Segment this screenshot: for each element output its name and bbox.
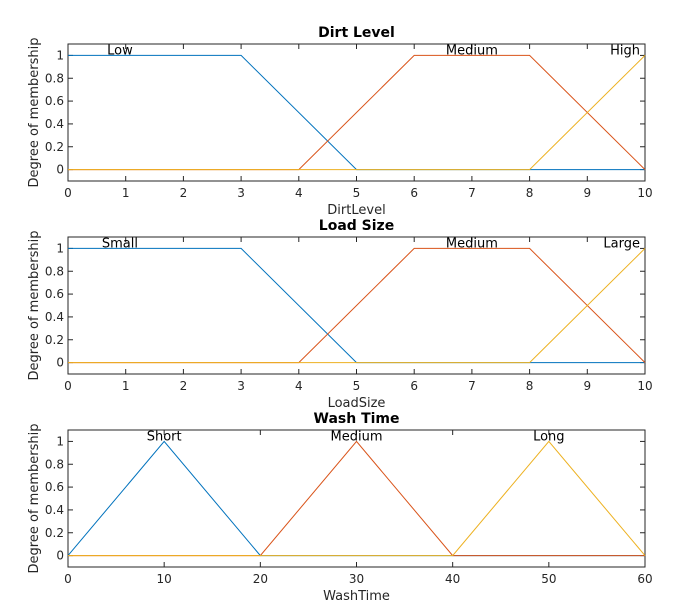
y-tick-label: 0.2: [45, 140, 64, 154]
membership-label: Long: [533, 429, 564, 444]
y-tick-label: 0.6: [45, 94, 64, 108]
x-tick-label: 4: [295, 186, 303, 200]
x-tick-label: 7: [468, 186, 476, 200]
y-tick-label: 0: [56, 356, 64, 370]
y-tick-label: 0.2: [45, 333, 64, 347]
y-tick-label: 0.6: [45, 480, 64, 494]
x-tick-label: 30: [349, 572, 364, 586]
series-line: [68, 248, 646, 364]
x-tick-label: 10: [157, 572, 172, 586]
y-tick-label: 1: [56, 241, 64, 255]
x-tick-label: 50: [541, 572, 556, 586]
membership-label: Medium: [446, 236, 498, 251]
x-tick-label: 6: [410, 379, 418, 393]
series-line: [68, 55, 646, 171]
membership-label: Medium: [331, 429, 383, 444]
x-axis-label: LoadSize: [328, 396, 386, 411]
x-tick-label: 3: [237, 186, 245, 200]
x-tick-label: 3: [237, 379, 245, 393]
x-tick-label: 2: [180, 186, 188, 200]
y-axis-label: Degree of membership: [27, 38, 42, 188]
y-tick-label: 0.4: [45, 310, 64, 324]
y-axis-label: Degree of membership: [27, 424, 42, 574]
chart-title: Wash Time: [314, 411, 400, 427]
x-tick-label: 7: [468, 379, 476, 393]
y-axis-label: Degree of membership: [27, 231, 42, 381]
chart-title: Load Size: [319, 218, 394, 234]
y-tick-label: 0.6: [45, 287, 64, 301]
chart-panel: Wash Time 0 10 20 30 40 50 60 0 0.2 0.4 0.6 0.8 1 Wash…: [27, 411, 653, 604]
x-tick-label: 60: [637, 572, 652, 586]
y-tick-label: 0: [56, 549, 64, 563]
x-tick-label: 8: [526, 379, 534, 393]
x-tick-label: 1: [122, 186, 130, 200]
y-tick-label: 0.4: [45, 117, 64, 131]
x-tick-label: 5: [353, 186, 361, 200]
series-line: [68, 247, 646, 364]
x-tick-label: 20: [253, 572, 268, 586]
x-tick-label: 40: [445, 572, 460, 586]
x-tick-label: 10: [637, 379, 652, 393]
x-tick-label: 0: [64, 186, 72, 200]
membership-label: Short: [147, 429, 182, 444]
chart-panel: Dirt Level 0 1 2 3 4 5 6 7 8 9 10 0 0.2 0.4 0.6 0.8 1 Dirt…: [27, 25, 653, 218]
x-tick-label: 0: [64, 572, 72, 586]
x-tick-label: 1: [122, 379, 130, 393]
x-tick-label: 9: [583, 379, 591, 393]
series-line: [67, 440, 645, 557]
membership-label: Medium: [446, 43, 498, 58]
x-axis-label: WashTime: [323, 589, 390, 604]
series-line: [68, 440, 646, 557]
y-tick-label: 0.8: [45, 264, 64, 278]
chart-panel: Load Size 0 1 2 3 4 5 6 7 8 9 10 0 0.2 0.4 0.6 0.8 1 LoadS…: [27, 218, 653, 411]
y-tick-label: 0.4: [45, 503, 64, 517]
x-tick-label: 5: [353, 379, 361, 393]
x-tick-label: 10: [637, 186, 652, 200]
axes-box: [67, 429, 646, 568]
y-tick-label: 0.8: [45, 71, 64, 85]
y-tick-label: 1: [56, 48, 64, 62]
x-tick-label: 2: [180, 379, 188, 393]
membership-label: Small: [102, 236, 138, 251]
x-tick-label: 6: [410, 186, 418, 200]
y-tick-label: 0.2: [45, 526, 64, 540]
series-line: [68, 54, 646, 171]
x-tick-label: 8: [526, 186, 534, 200]
y-tick-label: 1: [56, 434, 64, 448]
y-tick-label: 0: [56, 163, 64, 177]
series-line: [68, 440, 645, 557]
x-axis-label: DirtLevel: [327, 203, 385, 218]
x-tick-label: 4: [295, 379, 303, 393]
x-tick-label: 0: [64, 379, 72, 393]
y-tick-label: 0.8: [45, 457, 64, 471]
chart-title: Dirt Level: [318, 25, 395, 41]
x-tick-label: 9: [583, 186, 591, 200]
membership-label: Large: [603, 236, 640, 251]
membership-label: High: [610, 43, 640, 58]
membership-label: Low: [107, 43, 133, 58]
